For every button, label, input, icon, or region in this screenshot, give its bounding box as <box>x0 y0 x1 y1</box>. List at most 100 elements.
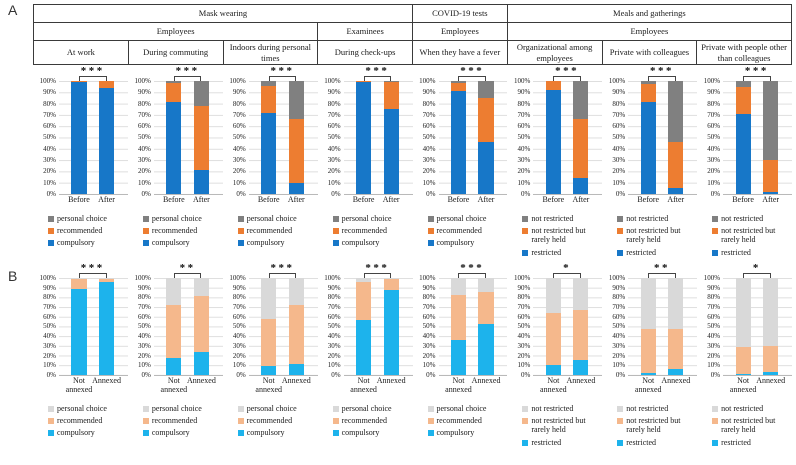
bar-segment-recommended <box>71 278 87 289</box>
plot-body: 100% 90% 80% 70% 60% 50% 40% 30% 20% 10% 0% <box>602 77 698 198</box>
bar-segment-not-restricted <box>763 278 779 346</box>
legend-label: not restricted but rarely held <box>721 416 776 435</box>
legend-item: personal choice <box>48 214 128 223</box>
plot-body: 100% 90% 80% 70% 60% 50% 40% 30% 20% 10% 0% <box>507 274 603 379</box>
plot-body: 100% 90% 80% 70% 60% 50% 40% 30% 20% 10% 0% <box>33 77 128 198</box>
x-axis-labels: Not annexed Annexed <box>249 376 318 398</box>
legend: personal choice recommended compulsory <box>142 214 223 248</box>
legend-label: personal choice <box>246 214 297 223</box>
bar-segment-not-restricted <box>668 81 684 143</box>
x-category-label: After <box>667 195 685 204</box>
bar-segment-personal-choice <box>478 81 494 98</box>
legend-swatch <box>332 228 339 235</box>
bar-segment-personal-choice <box>261 81 277 86</box>
legend-swatch <box>712 228 719 235</box>
chart-a-private-with-colleagues: *** 100% 90% 80% 70% 60% 50% 40% 30% 20% 10% 0% Befo… <box>602 64 698 260</box>
legend-label: personal choice <box>57 214 107 223</box>
significance-stars: *** <box>80 262 105 274</box>
legend-label: compulsory <box>246 428 285 438</box>
stacked-bar-annexed <box>668 278 684 375</box>
bar-segment-personal-choice <box>166 81 182 84</box>
significance-marker: *** <box>59 261 128 278</box>
chart-b-private-with-colleagues: ** 100% 90% 80% 70% 60% 50% 40% 30% 20% 10% 0% Not a… <box>602 261 698 450</box>
x-category-label: Not annexed <box>540 376 567 394</box>
bar-segment-restricted <box>640 102 656 194</box>
bar-segment-personal-choice <box>383 81 399 83</box>
significance-bracket <box>743 76 771 81</box>
header-cell-meals-gatherings: Meals and gatherings <box>506 4 793 23</box>
legend-swatch <box>522 418 529 425</box>
header-cell-private-colleagues: Private with colleagues <box>601 40 698 65</box>
chart-b-private-with-people-other-than-colleagues: * 100% 90% 80% 70% 60% 50% 40% 30% 20% 10% 0% Not an… <box>697 261 792 450</box>
y-axis-tick-labels: 100% 90% 80% 70% 60% 50% 40% 30% 20% 10% 0% <box>229 274 246 379</box>
legend-item: personal choice <box>48 404 128 413</box>
stacked-bar-after <box>193 81 209 194</box>
header-cell-indoors: Indoors during personal times <box>222 40 319 65</box>
bar-segment-restricted <box>668 369 684 375</box>
stacked-bar-annexed <box>763 278 779 375</box>
legend-label: personal choice <box>151 404 202 413</box>
x-category-label: Before <box>542 195 565 204</box>
bar-segment-recommended <box>356 81 372 83</box>
bar-segment-compulsory <box>166 357 182 375</box>
bar-segment-not-restricted <box>573 81 589 120</box>
bar-segment-compulsory <box>356 319 372 375</box>
bar-segment-personal-choice <box>383 278 399 279</box>
legend-swatch <box>617 406 624 412</box>
significance-stars: *** <box>744 65 769 77</box>
stacked-bar-after <box>478 81 494 194</box>
legend-swatch <box>332 418 339 425</box>
y-axis-tick-labels: 100% 90% 80% 70% 60% 50% 40% 30% 20% 10% 0% <box>229 77 246 198</box>
bar-segment-not-restricted-but-rarely-held <box>640 329 656 374</box>
header-cell-private-others: Private with people other than colleague… <box>696 40 792 65</box>
legend-label: personal choice <box>246 404 297 413</box>
legend-swatch <box>617 216 624 222</box>
header-cell-examinees: Examinees <box>317 22 413 41</box>
legend-item: restricted <box>712 438 792 447</box>
bar-segment-compulsory <box>98 87 115 194</box>
bar-segment-personal-choice <box>356 278 372 282</box>
legend-swatch <box>48 430 54 437</box>
bar-segment-compulsory <box>288 182 304 194</box>
chart-a-indoors-during-personal-times: *** 100% 90% 80% 70% 60% 50% 40% 30% 20% 10% 0% Befo… <box>223 64 318 260</box>
legend-label: recommended <box>57 226 103 236</box>
bar-segment-recommended <box>478 291 494 324</box>
bar-segment-compulsory <box>450 91 467 194</box>
x-category-label: Before <box>352 195 375 204</box>
bar-segment-recommended <box>288 305 304 365</box>
x-category-label: Annexed <box>756 376 786 385</box>
legend-swatch <box>332 406 339 412</box>
plot-body: 100% 90% 80% 70% 60% 50% 40% 30% 20% 10% 0% <box>697 77 792 198</box>
x-category-label: After <box>382 195 400 204</box>
legend-item: restricted <box>522 438 602 447</box>
bar-segment-not-restricted <box>545 278 561 313</box>
chart-a-organizational-among-employees: *** 100% 90% 80% 70% 60% 50% 40% 30% 20% 10% 0% Befo… <box>507 64 603 260</box>
stacked-bar-not-annexed <box>450 278 467 375</box>
stacked-bar-after <box>573 81 589 194</box>
plot-area <box>343 81 413 195</box>
legend-item: not restricted but rarely held <box>712 226 792 244</box>
stacked-bar-before <box>545 81 561 194</box>
plot-body: 100% 90% 80% 70% 60% 50% 40% 30% 20% 10% 0% <box>413 274 508 379</box>
x-category-label: Annexed <box>186 376 216 385</box>
bar-segment-not-restricted-but-rarely-held <box>735 86 751 114</box>
legend-label: personal choice <box>341 404 392 413</box>
x-axis-labels: Before After <box>154 195 223 208</box>
significance-stars: *** <box>270 262 295 274</box>
legend-label: not restricted <box>721 404 764 413</box>
y-axis-tick-labels: 100% 90% 80% 70% 60% 50% 40% 30% 20% 10% 0% <box>39 274 56 379</box>
y-axis-tick-labels: 100% 90% 80% 70% 60% 50% 40% 30% 20% 10% 0% <box>703 77 721 198</box>
significance-bracket <box>553 76 581 81</box>
bar-segment-recommended <box>98 278 115 282</box>
legend-item: not restricted <box>617 214 697 223</box>
panel-a-label: A <box>8 2 18 18</box>
stacked-bar-not-annexed <box>735 278 751 375</box>
significance-stars: * <box>752 262 761 274</box>
plot-area <box>438 278 508 376</box>
legend-swatch <box>427 228 434 235</box>
plot-body: 100% 90% 80% 70% 60% 50% 40% 30% 20% 10% 0% <box>223 77 318 198</box>
legend-label: not restricted but rarely held <box>626 416 681 435</box>
header-cell-fever: When they have a fever <box>412 40 508 65</box>
bar-segment-recommended <box>261 318 277 367</box>
bar-segment-compulsory <box>166 102 182 194</box>
